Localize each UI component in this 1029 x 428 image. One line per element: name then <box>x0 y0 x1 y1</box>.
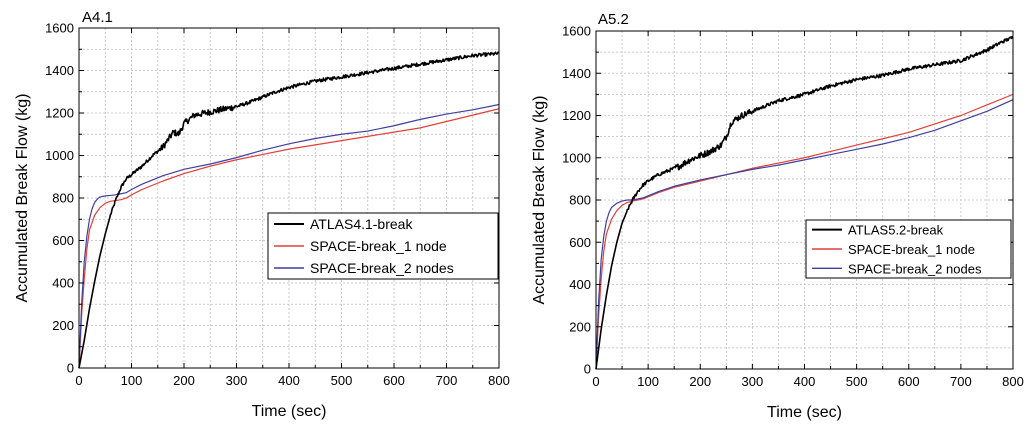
y-tick-label: 200 <box>569 319 591 334</box>
x-tick-labels: 0 100 200 300 400 500 600 700 800 <box>592 374 1023 389</box>
x-tick-label: 400 <box>278 373 300 388</box>
x-tick-label: 800 <box>488 373 510 388</box>
series-line-0 <box>595 36 1014 370</box>
series-layer <box>595 36 1014 370</box>
legend-label: SPACE-break_2 nodes <box>310 260 454 276</box>
y-tick-label: 400 <box>569 277 591 292</box>
series-line-1 <box>595 93 1014 370</box>
y-axis-label: Accumulated Break Flow (kg) <box>14 94 31 303</box>
tick-marks <box>595 30 1014 370</box>
legend-label: SPACE-break_1 node <box>848 242 975 257</box>
legend: ATLAS5.2-break SPACE-break_1 node SPACE-br… <box>805 219 1012 279</box>
y-tick-label: 1000 <box>562 150 591 165</box>
grid <box>596 31 1013 369</box>
y-tick-label: 600 <box>52 233 74 248</box>
x-tick-label: 600 <box>898 374 920 389</box>
x-axis-label: Time (sec) <box>767 404 842 421</box>
y-tick-label: 400 <box>52 276 74 291</box>
y-tick-label: 0 <box>67 361 74 376</box>
x-tick-label: 400 <box>794 374 816 389</box>
y-tick-label: 1600 <box>45 21 74 36</box>
y-tick-label: 200 <box>52 318 74 333</box>
tick-marks <box>78 27 500 369</box>
chart-title: A4.1 <box>82 9 113 26</box>
x-tick-label: 0 <box>75 373 82 388</box>
y-tick-label: 0 <box>584 362 591 377</box>
x-tick-label: 700 <box>436 373 458 388</box>
x-tick-label: 300 <box>742 374 764 389</box>
y-tick-labels: 0 200 400 600 800 1000 1200 1400 1600 <box>562 24 591 377</box>
x-tick-label: 0 <box>592 374 599 389</box>
x-tick-labels: 0 100 200 300 400 500 600 700 800 <box>75 373 509 388</box>
legend-label: ATLAS5.2-break <box>848 223 944 238</box>
legend-label: SPACE-break_1 node <box>310 238 447 254</box>
y-tick-label: 1000 <box>45 148 74 163</box>
x-tick-label: 500 <box>846 374 868 389</box>
x-tick-label: 100 <box>637 374 659 389</box>
x-tick-label: 800 <box>1002 374 1024 389</box>
legend-box <box>267 212 499 280</box>
x-tick-label: 200 <box>173 373 195 388</box>
series-line-0 <box>78 51 499 369</box>
legend-label: ATLAS4.1-break <box>310 216 413 232</box>
y-tick-label: 1200 <box>45 106 74 121</box>
x-axis-label: Time (sec) <box>252 403 327 420</box>
chart-a52: A5.2 0 100 200 300 400 500 600 700 800 0 200 400 60… <box>531 11 1024 421</box>
chart-title: A5.2 <box>598 11 629 28</box>
x-tick-label: 700 <box>950 374 972 389</box>
series-layer <box>78 51 500 369</box>
legend: ATLAS4.1-break SPACE-break_1 node SPACE-br… <box>267 212 499 280</box>
x-tick-label: 100 <box>121 373 143 388</box>
y-tick-label: 800 <box>569 193 591 208</box>
series-line-1 <box>78 108 500 369</box>
y-tick-label: 1600 <box>562 24 591 39</box>
grid <box>79 28 499 368</box>
x-tick-label: 600 <box>383 373 405 388</box>
x-tick-label: 300 <box>226 373 248 388</box>
y-tick-label: 1400 <box>45 63 74 78</box>
y-tick-label: 600 <box>569 235 591 250</box>
y-tick-label: 1400 <box>562 66 591 81</box>
legend-label: SPACE-break_2 nodes <box>848 261 982 276</box>
y-tick-label: 800 <box>52 191 74 206</box>
y-tick-label: 1200 <box>562 108 591 123</box>
x-tick-label: 200 <box>689 374 711 389</box>
x-tick-label: 500 <box>331 373 353 388</box>
y-tick-labels: 0 200 400 600 800 1000 1200 1400 1600 <box>45 21 74 376</box>
series-line-2 <box>595 99 1014 370</box>
chart-a41: A4.1 0 100 200 300 400 500 600 700 800 0 200 400 60… <box>14 9 510 420</box>
series-line-2 <box>78 103 500 369</box>
y-axis-label: Accumulated Break Flow (kg) <box>531 96 548 305</box>
